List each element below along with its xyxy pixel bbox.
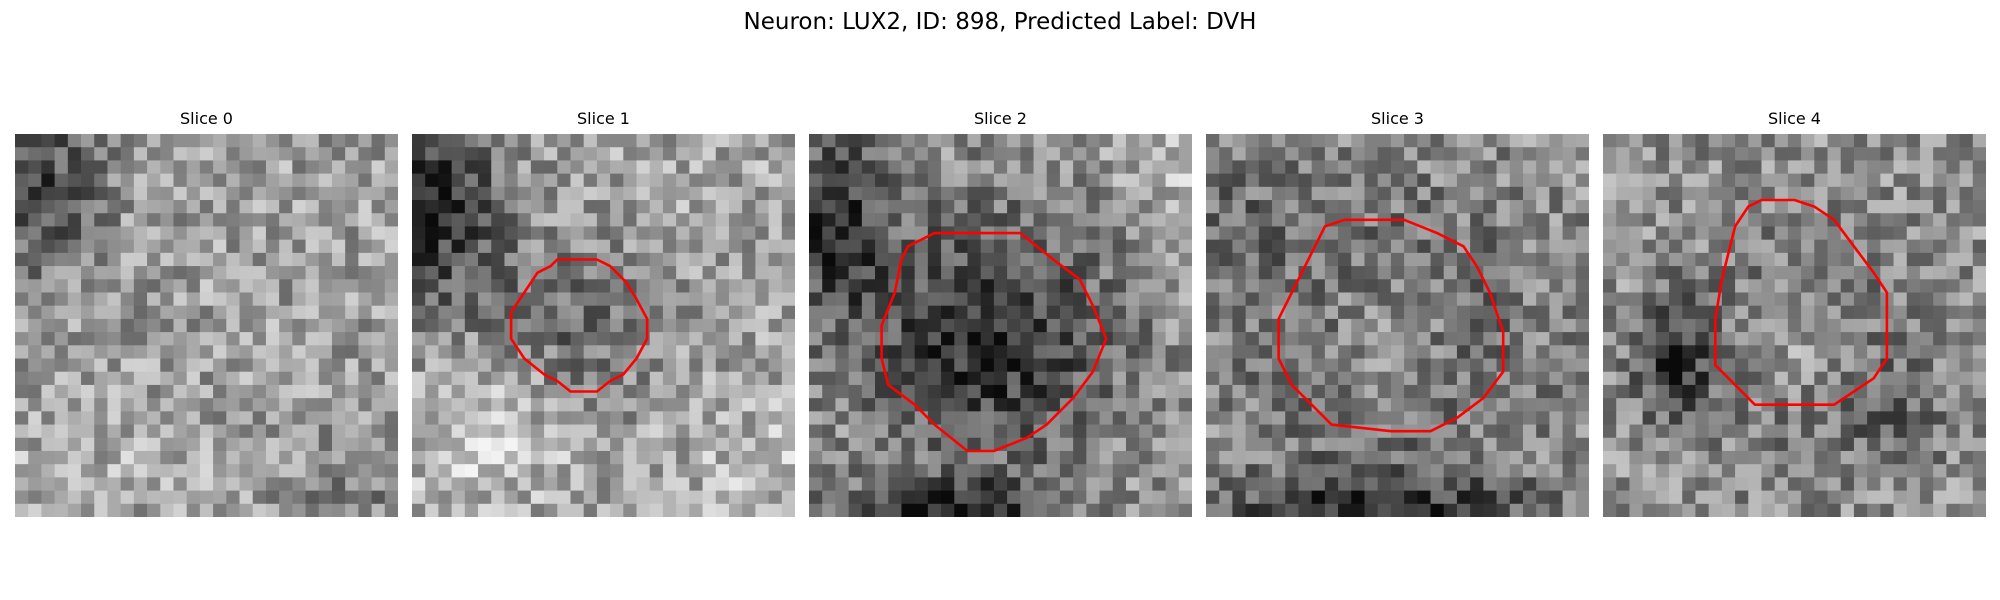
pixel-grid: [1206, 134, 1589, 517]
slice-title: Slice 1: [577, 109, 630, 128]
pixel-grid: [15, 134, 398, 517]
slice-image-3: [1206, 134, 1589, 517]
slice-title: Slice 0: [180, 109, 233, 128]
slice-title: Slice 3: [1371, 109, 1424, 128]
pixel-grid: [809, 134, 1192, 517]
slice-image-1: [412, 134, 795, 517]
slice-image-4: [1603, 134, 1986, 517]
slice-panel-3: Slice 3: [1206, 109, 1589, 517]
slice-panel-4: Slice 4: [1603, 109, 1986, 517]
slice-image-2: [809, 134, 1192, 517]
roi-contour: [1714, 198, 1889, 407]
roi-contour: [509, 258, 649, 393]
figure-title: Neuron: LUX2, ID: 898, Predicted Label: …: [743, 9, 1257, 35]
roi-contour: [1277, 218, 1505, 433]
slice-title: Slice 2: [974, 109, 1027, 128]
slice-panel-0: Slice 0: [15, 109, 398, 517]
slice-title: Slice 4: [1768, 109, 1821, 128]
roi-contour: [880, 231, 1108, 453]
slice-panel-2: Slice 2: [809, 109, 1192, 517]
slice-panel-1: Slice 1: [412, 109, 795, 517]
pixel-grid: [1603, 134, 1986, 517]
slice-image-0: [15, 134, 398, 517]
pixel-grid: [412, 134, 795, 517]
